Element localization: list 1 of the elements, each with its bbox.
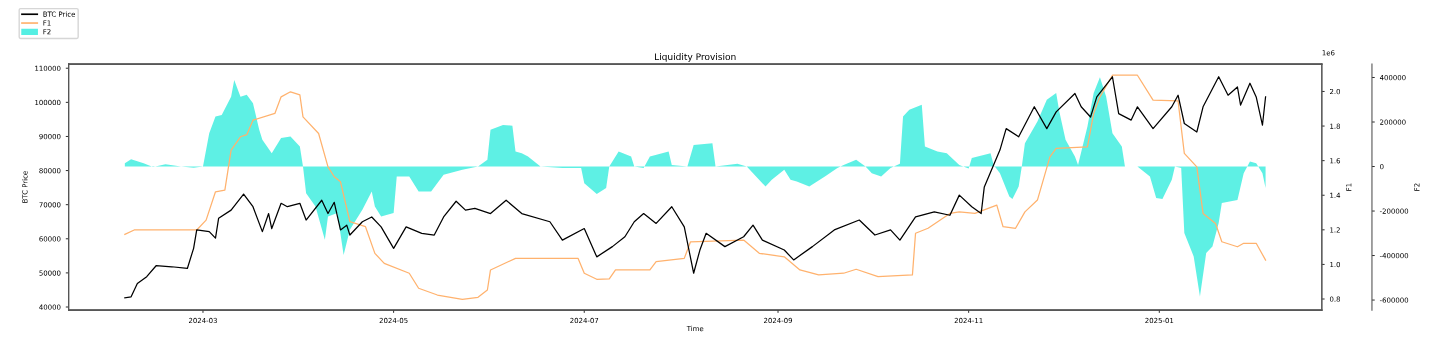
chart-title: Liquidity Provision xyxy=(655,53,736,62)
